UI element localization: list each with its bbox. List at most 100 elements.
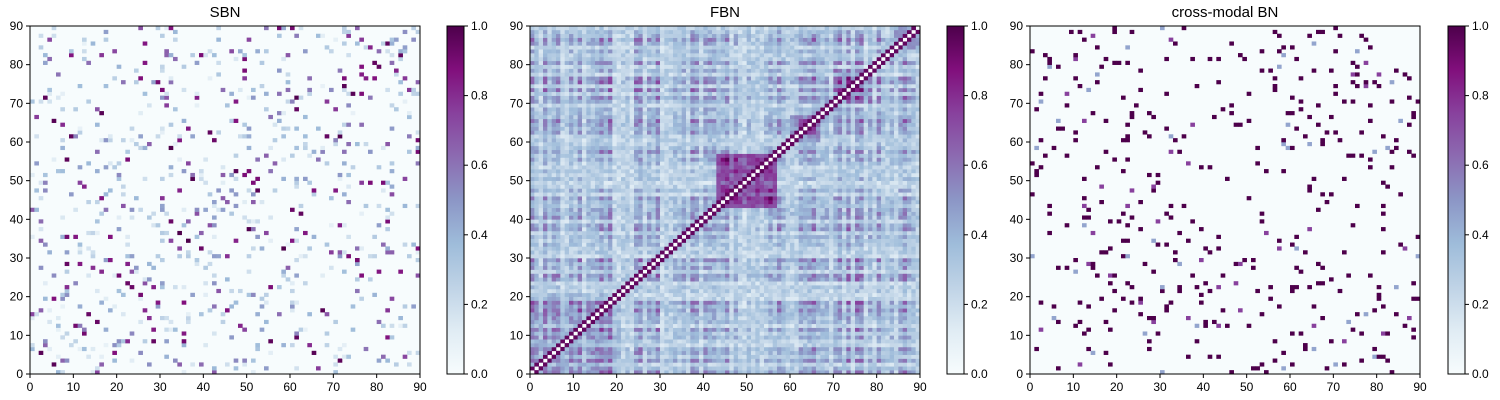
heatmap-cell (543, 258, 548, 263)
heatmap-cell (859, 219, 864, 224)
heatmap-cell (246, 126, 252, 131)
heatmap-cell (694, 335, 700, 340)
heatmap-cell (664, 238, 669, 243)
heatmap-cell (790, 335, 795, 340)
heatmap-cell (876, 207, 882, 212)
heatmap-cell (155, 304, 161, 309)
heatmap-cell (173, 285, 178, 290)
heatmap-cell (569, 273, 574, 278)
heatmap-cell (902, 354, 908, 359)
heatmap-cell (829, 269, 834, 274)
heatmap-cell (99, 269, 104, 274)
heatmap-cell (415, 91, 421, 96)
heatmap-cell (716, 292, 721, 297)
heatmap-cell (595, 227, 600, 232)
heatmap-cell (642, 277, 648, 282)
heatmap-cell (816, 250, 821, 255)
heatmap-cell (194, 60, 200, 65)
heatmap-cell (586, 254, 591, 259)
heatmap-cell (885, 215, 890, 220)
heatmap-cell (707, 238, 713, 243)
y-tick-label: 90 (10, 19, 24, 33)
heatmap-cell (595, 277, 600, 282)
heatmap-cell (842, 238, 847, 243)
heatmap-cell (595, 261, 600, 267)
heatmap-cell (833, 316, 838, 321)
heatmap-cell (625, 192, 630, 197)
heatmap-cell (859, 343, 864, 348)
heatmap-cell (703, 346, 708, 352)
heatmap-cell (889, 238, 895, 243)
heatmap-cell (242, 53, 247, 58)
heatmap-cell (729, 246, 734, 251)
heatmap-cell (833, 366, 838, 371)
heatmap-cell (307, 87, 312, 93)
heatmap-cell (712, 261, 717, 267)
heatmap-cell (738, 281, 743, 286)
heatmap-cell (751, 331, 756, 336)
heatmap-cell (647, 366, 652, 371)
heatmap-cell (608, 250, 613, 255)
heatmap-cell (807, 300, 812, 305)
heatmap-cell (629, 242, 635, 247)
heatmap-cell (772, 215, 778, 220)
heatmap-cell (868, 300, 873, 305)
heatmap-cell (829, 211, 834, 216)
heatmap-cell (686, 319, 691, 325)
heatmap-cell (664, 196, 669, 201)
heatmap-cell (850, 300, 856, 305)
heatmap-cell (733, 288, 739, 294)
heatmap-cell (686, 285, 691, 290)
heatmap-cell (242, 215, 247, 220)
heatmap-cell (160, 196, 165, 201)
heatmap-cell (772, 277, 778, 282)
heatmap-cell (820, 304, 825, 309)
heatmap-cell (829, 219, 834, 224)
heatmap-cell (346, 29, 351, 35)
heatmap-cell (534, 230, 539, 236)
heatmap-cell (781, 207, 786, 212)
x-tick-label: 50 (240, 380, 254, 394)
heatmap-cell (316, 366, 321, 371)
heatmap-cell (729, 312, 734, 317)
heatmap-cell (911, 265, 916, 270)
heatmap-cell (530, 246, 535, 251)
heatmap-cell (772, 362, 778, 367)
heatmap-cell (902, 304, 908, 309)
heatmap-cell (616, 319, 622, 325)
heatmap-cell (898, 288, 903, 294)
heatmap-cell (543, 250, 548, 255)
heatmap-cell (651, 215, 656, 220)
heatmap-cell (569, 366, 574, 371)
heatmap-cell (543, 300, 548, 305)
heatmap-cell (38, 238, 44, 243)
heatmap-cell (376, 64, 382, 69)
heatmap-cell (885, 335, 890, 340)
heatmap-cell (915, 200, 921, 205)
heatmap-cell (807, 362, 812, 367)
heatmap-cell (177, 188, 182, 193)
heatmap-cell (755, 346, 760, 352)
heatmap-cell (712, 339, 717, 344)
heatmap-cell (164, 95, 169, 100)
heatmap-cell (625, 370, 630, 375)
heatmap-cell (759, 316, 765, 321)
heatmap-cell (634, 215, 639, 220)
heatmap-cell (625, 331, 630, 336)
heatmap-cell (751, 273, 756, 278)
heatmap-cell (181, 64, 187, 69)
heatmap-cell (160, 258, 165, 263)
heatmap-cell (560, 265, 565, 270)
heatmap-cell (846, 246, 851, 251)
heatmap-cell (564, 269, 570, 274)
heatmap-cell (573, 319, 578, 325)
heatmap-cell (634, 362, 639, 367)
heatmap-cell (538, 250, 544, 255)
heatmap-cell (112, 343, 117, 348)
heatmap-cell (816, 323, 821, 328)
heatmap-cell (677, 296, 682, 301)
heatmap-cell (716, 327, 721, 332)
heatmap-cell (582, 258, 587, 263)
heatmap-cell (902, 254, 908, 259)
